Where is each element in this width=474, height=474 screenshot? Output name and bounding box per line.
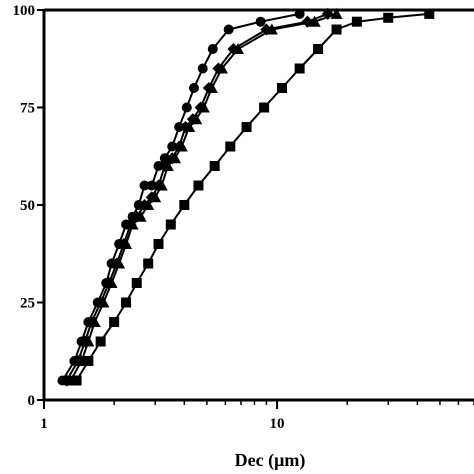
axes: 0 25 50 75 100 1 10	[13, 3, 474, 432]
data-point	[193, 180, 204, 191]
data-point	[330, 7, 343, 19]
series-2	[60, 7, 334, 387]
data-point	[109, 317, 120, 327]
data-point	[142, 199, 155, 210]
data-point	[83, 356, 94, 366]
data-point	[188, 83, 199, 93]
series-4	[71, 8, 435, 386]
data-point	[153, 239, 164, 249]
data-point	[424, 8, 435, 19]
data-point	[174, 122, 185, 132]
data-point	[190, 113, 203, 125]
data-point	[146, 180, 157, 191]
data-point	[331, 24, 342, 35]
y-tick-label: 0	[28, 393, 36, 409]
data-point	[159, 153, 170, 164]
series-line	[75, 12, 430, 382]
data-point	[71, 375, 82, 386]
data-point	[276, 83, 287, 93]
data-point	[143, 258, 154, 269]
data-point	[205, 82, 218, 93]
data-point	[255, 16, 266, 27]
data-point	[161, 160, 174, 171]
data-point	[153, 161, 164, 171]
x-tick-label: 1	[40, 416, 48, 432]
data-point	[121, 297, 132, 308]
data-point	[169, 152, 182, 164]
data-point	[313, 44, 324, 54]
data-point	[149, 191, 162, 203]
data-point	[95, 336, 106, 347]
data-point	[294, 8, 305, 19]
data-point	[197, 63, 208, 74]
data-point	[155, 179, 168, 191]
data-point	[88, 316, 101, 327]
y-tick-label: 100	[13, 3, 36, 19]
data-point	[139, 180, 150, 191]
data-point	[126, 218, 139, 230]
series-layer	[57, 7, 435, 387]
data-point	[232, 43, 245, 54]
data-point	[97, 296, 110, 308]
data-point	[183, 121, 196, 132]
data-point	[294, 63, 305, 74]
data-point	[209, 161, 220, 171]
data-point	[105, 277, 118, 288]
data-point	[308, 15, 321, 27]
data-point	[197, 101, 210, 113]
series-1	[57, 8, 305, 386]
y-tick-label: 50	[20, 198, 35, 214]
data-point	[259, 102, 270, 113]
series-line	[65, 12, 329, 382]
y-tick-label: 75	[20, 101, 35, 117]
series-3	[64, 7, 343, 386]
x-tick-label: 10	[270, 416, 285, 432]
data-point	[82, 335, 95, 347]
data-point	[179, 200, 190, 210]
data-point	[181, 102, 192, 113]
data-point	[120, 238, 133, 249]
data-point	[207, 44, 218, 54]
data-point	[241, 122, 252, 132]
data-point	[134, 210, 147, 222]
data-point	[131, 278, 142, 288]
data-point	[175, 140, 188, 152]
x-axis-title: Dec (μm)	[235, 450, 306, 471]
data-point	[223, 24, 234, 35]
data-point	[215, 62, 228, 74]
y-tick-label: 25	[20, 296, 35, 312]
data-point	[113, 257, 126, 269]
data-point	[265, 23, 278, 35]
data-point	[165, 219, 176, 230]
data-point	[383, 12, 394, 23]
data-point	[167, 141, 178, 152]
data-point	[225, 141, 236, 152]
data-point	[351, 16, 362, 27]
